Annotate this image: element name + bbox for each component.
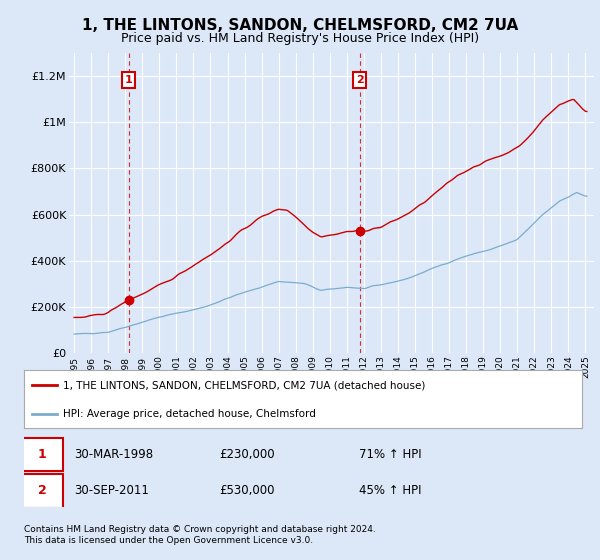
Text: 30-MAR-1998: 30-MAR-1998 [74,448,154,461]
Text: This data is licensed under the Open Government Licence v3.0.: This data is licensed under the Open Gov… [24,536,313,545]
Text: Price paid vs. HM Land Registry's House Price Index (HPI): Price paid vs. HM Land Registry's House … [121,31,479,45]
FancyBboxPatch shape [21,474,63,507]
Text: 2: 2 [356,75,364,85]
Text: £530,000: £530,000 [220,484,275,497]
Text: HPI: Average price, detached house, Chelmsford: HPI: Average price, detached house, Chel… [63,409,316,419]
Text: 71% ↑ HPI: 71% ↑ HPI [359,448,421,461]
Text: 2: 2 [38,484,47,497]
Text: £230,000: £230,000 [220,448,275,461]
Text: 45% ↑ HPI: 45% ↑ HPI [359,484,421,497]
Text: 1: 1 [125,75,133,85]
Text: Contains HM Land Registry data © Crown copyright and database right 2024.: Contains HM Land Registry data © Crown c… [24,525,376,534]
FancyBboxPatch shape [21,438,63,471]
Text: 1: 1 [38,448,47,461]
Text: 30-SEP-2011: 30-SEP-2011 [74,484,149,497]
Text: 1, THE LINTONS, SANDON, CHELMSFORD, CM2 7UA (detached house): 1, THE LINTONS, SANDON, CHELMSFORD, CM2 … [63,380,425,390]
Text: 1, THE LINTONS, SANDON, CHELMSFORD, CM2 7UA: 1, THE LINTONS, SANDON, CHELMSFORD, CM2 … [82,18,518,32]
